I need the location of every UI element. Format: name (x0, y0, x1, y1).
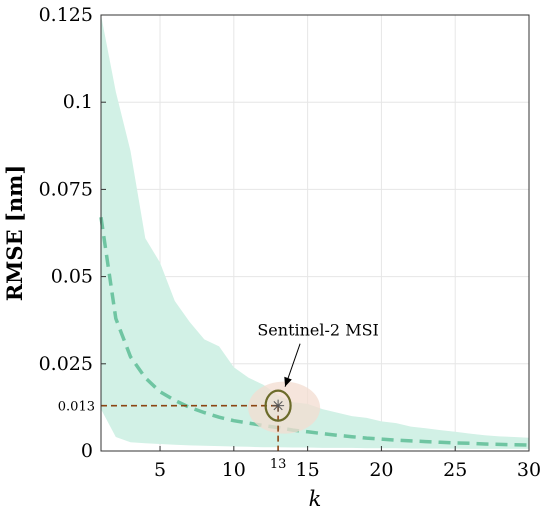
highlight-glow (248, 381, 321, 434)
y-tick-label: 0.05 (51, 266, 93, 288)
sentinel-annotation: Sentinel-2 MSI (257, 321, 379, 340)
x-tick-label: 15 (296, 459, 320, 481)
y-tick-label: 0.1 (63, 91, 93, 113)
x-tick-label: 20 (369, 459, 393, 481)
reference-x-label: 13 (270, 457, 287, 472)
x-tick-label: 25 (443, 459, 467, 481)
highlight-region (248, 381, 321, 434)
y-tick-label: 0.075 (39, 178, 93, 200)
x-ticks: 5 10 15 20 25 30 (154, 446, 541, 481)
reference-y-label: 0.013 (58, 400, 95, 415)
sentinel-marker (264, 389, 292, 422)
y-tick-label: 0.125 (39, 4, 93, 26)
y-tick-label: 0 (81, 440, 93, 462)
mean-rmse-line (99, 217, 530, 447)
y-axis-label: RMSE [nm] (2, 165, 27, 302)
annotation-arrowhead (284, 376, 292, 387)
y-ticks: 0 0.025 0.05 0.075 0.1 0.125 (39, 4, 106, 462)
marker-asterisk-stroke (273, 401, 283, 411)
marker-circle (264, 389, 292, 422)
x-tick-label: 10 (222, 459, 246, 481)
x-tick-label: 5 (154, 459, 166, 481)
reference-lines (101, 404, 279, 451)
y-tick-label: 0.025 (39, 353, 93, 375)
x-axis-label: k (309, 487, 322, 511)
x-tick-label: 30 (517, 459, 541, 481)
rmse-uncertainty-band (101, 15, 529, 449)
plot-frame (100, 14, 530, 452)
